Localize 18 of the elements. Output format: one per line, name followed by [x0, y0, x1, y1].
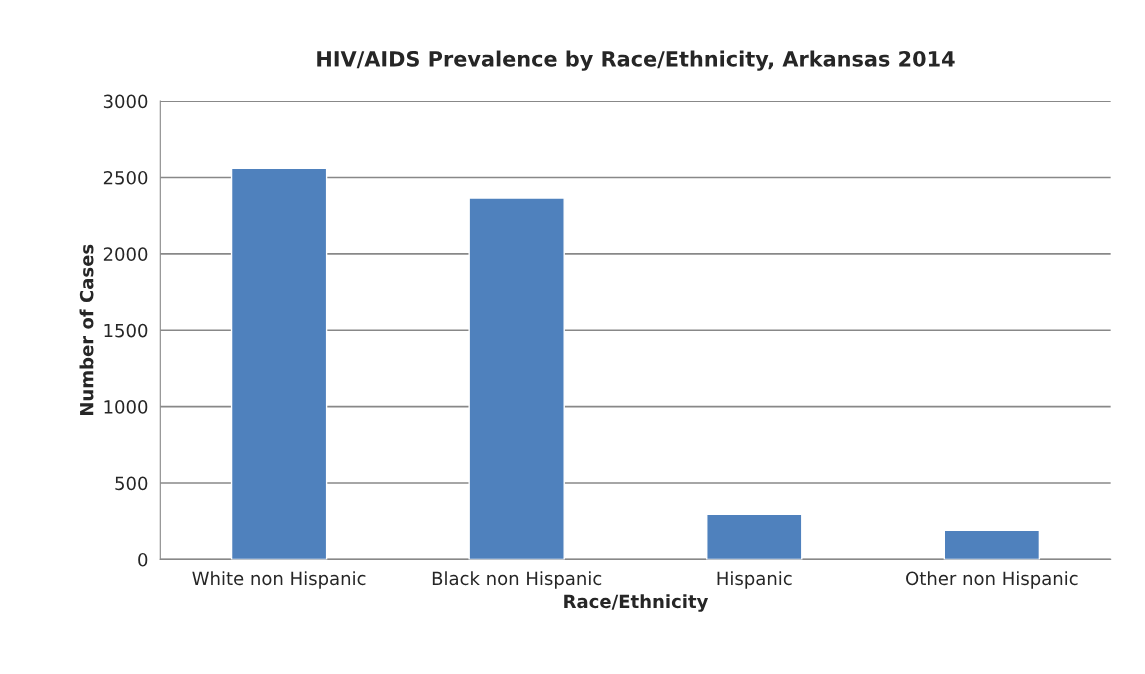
- x-axis-title: Race/Ethnicity: [564, 594, 709, 612]
- y-tick-label: 500: [115, 476, 148, 491]
- x-tick-label: White non Hispanic: [192, 571, 366, 589]
- y-tick-label: 3000: [103, 94, 148, 109]
- y-tick-label: 2500: [103, 170, 148, 185]
- y-tick-label: 0: [138, 552, 148, 567]
- x-tick-label: Hispanic: [717, 571, 792, 589]
- y-tick-label: 1000: [104, 400, 148, 414]
- bar: [468, 197, 565, 560]
- y-tick-label: 1500: [104, 323, 148, 338]
- y-axis-title: Number of Cases: [79, 244, 94, 416]
- bar: [230, 167, 328, 560]
- x-tick-label: Other non Hispanic: [906, 571, 1078, 589]
- x-tick-label: Black non Hispanic: [432, 571, 602, 589]
- chart-title: HIV/AIDS Prevalence by Race/Ethnicity, Arkansas 2014: [317, 50, 955, 71]
- bar: [943, 529, 1041, 560]
- bar: [706, 513, 803, 560]
- y-tick-label: 2000: [103, 247, 148, 261]
